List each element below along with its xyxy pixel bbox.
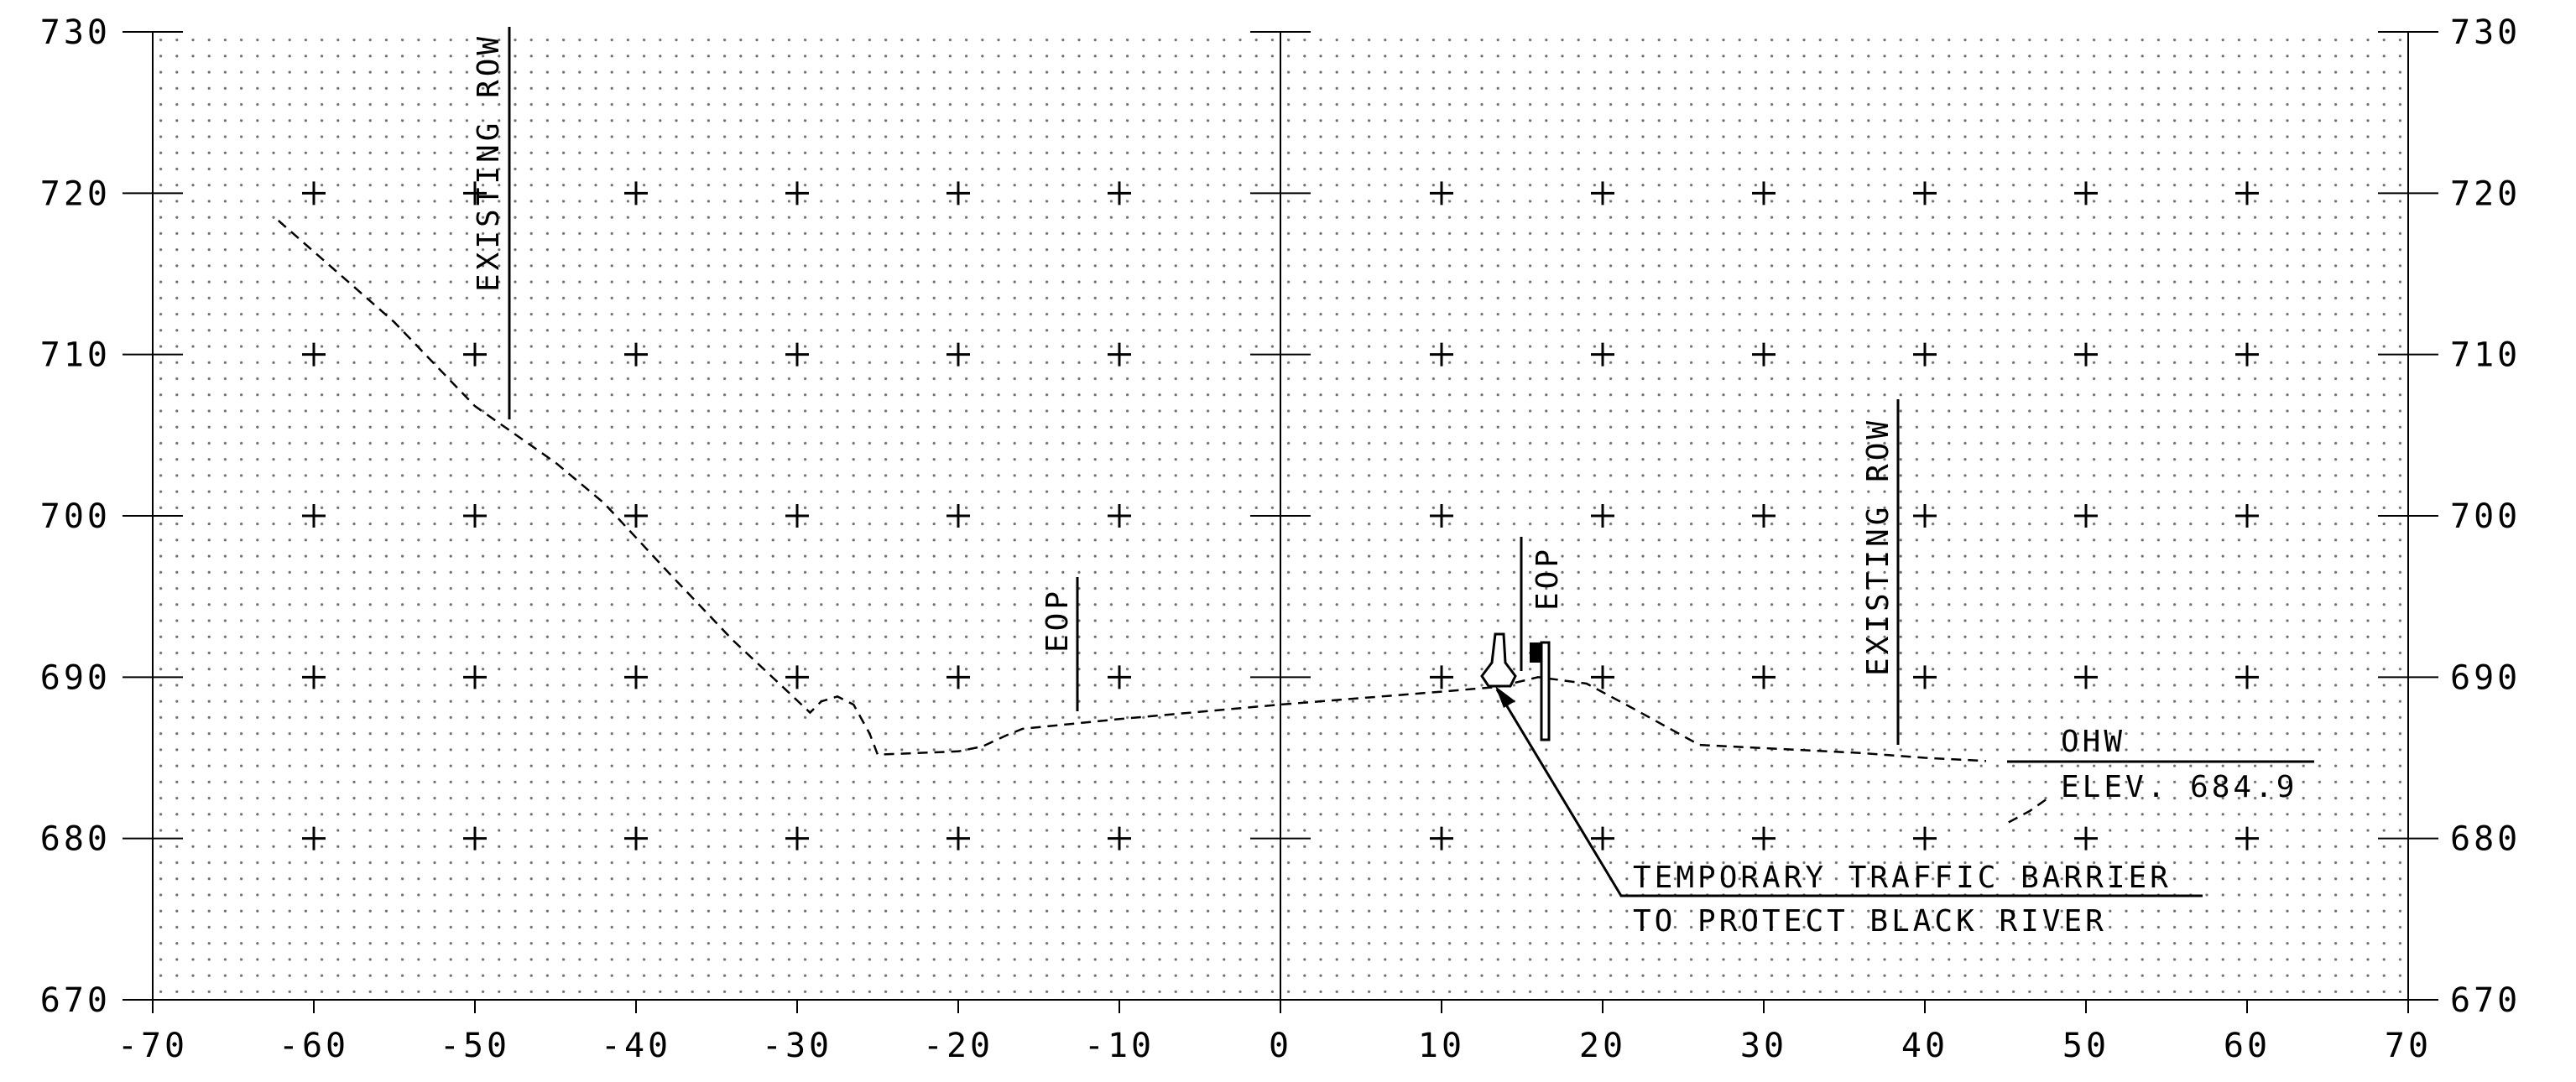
x-tick-label: -40 <box>601 1027 671 1065</box>
x-tick-label: -20 <box>923 1027 993 1065</box>
x-tick-label: 10 <box>1418 1027 1465 1065</box>
y-tick-label-left: 710 <box>40 336 111 375</box>
x-tick-label: 40 <box>1901 1027 1948 1065</box>
x-tick-label: 70 <box>2385 1027 2432 1065</box>
x-tick-labels: -70 -60 -50 -40 -30 -20 -10 0 10 20 30 40 50 60 70 <box>117 1027 2432 1065</box>
y-tick-label-right: 700 <box>2450 497 2521 536</box>
x-tick-label: -30 <box>762 1027 832 1065</box>
y-tick-label-right: 720 <box>2450 174 2521 213</box>
x-tick-label: 50 <box>2062 1027 2109 1065</box>
y-tick-label-right: 680 <box>2450 820 2521 859</box>
y-tick-labels-left: 670 680 690 700 710 720 730 <box>40 13 111 1020</box>
x-tick-label: 0 <box>1269 1027 1292 1065</box>
x-tick-label: 30 <box>1740 1027 1787 1065</box>
eop-marker-block <box>1530 642 1541 663</box>
eop-marker-post <box>1541 642 1549 740</box>
y-tick-label-left: 730 <box>40 13 111 52</box>
y-tick-label-left: 690 <box>40 658 111 697</box>
x-tick-label: 20 <box>1579 1027 1626 1065</box>
x-tick-label: -50 <box>440 1027 510 1065</box>
ohw-label: OHW <box>2061 725 2125 759</box>
eop-right-label: EOP <box>1530 546 1565 611</box>
x-tick-label: -10 <box>1084 1027 1155 1065</box>
ohw-elevation-label: ELEV. 684.9 <box>2061 770 2297 804</box>
y-tick-label-right: 710 <box>2450 336 2521 375</box>
y-tick-label-left: 720 <box>40 174 111 213</box>
barrier-note-line1: TEMPORARY TRAFFIC BARRIER <box>1633 861 2172 895</box>
y-tick-label-left: 700 <box>40 497 111 536</box>
y-tick-label-right: 690 <box>2450 658 2521 697</box>
y-tick-label-left: 670 <box>40 981 111 1020</box>
y-tick-label-right: 670 <box>2450 981 2521 1020</box>
existing-row-left-label: EXISTING ROW <box>472 34 506 292</box>
existing-row-right-label: EXISTING ROW <box>1861 418 1895 676</box>
x-tick-label: 60 <box>2224 1027 2271 1065</box>
barrier-note-line2: TO PROTECT BLACK RIVER <box>1633 904 2107 939</box>
y-tick-label-right: 730 <box>2450 13 2521 52</box>
eop-left-label: EOP <box>1040 588 1075 653</box>
x-tick-label: -70 <box>117 1027 188 1065</box>
y-tick-labels-right: 670 680 690 700 710 720 730 <box>2450 13 2521 1020</box>
x-tick-label: -60 <box>279 1027 349 1065</box>
y-tick-label-left: 680 <box>40 820 111 859</box>
